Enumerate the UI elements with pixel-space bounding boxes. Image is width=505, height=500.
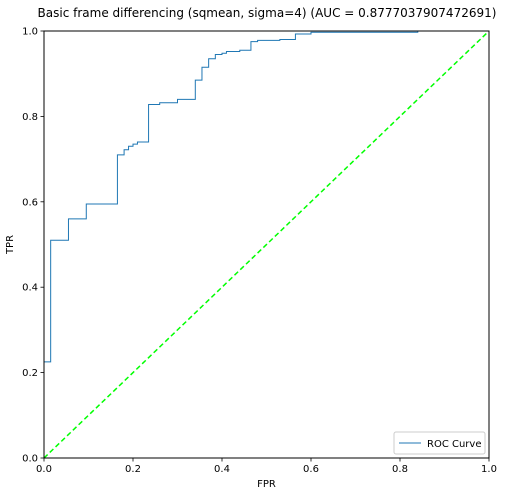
- x-axis-label: FPR: [257, 479, 276, 490]
- series-layer: [43, 30, 490, 459]
- x-tick-label: 0.6: [303, 464, 319, 475]
- x-tick-label: 0.4: [214, 464, 230, 475]
- series-line-roc-curve: [43, 30, 489, 458]
- y-tick-label: 0.2: [22, 368, 38, 379]
- y-tick-label: 0.8: [22, 112, 38, 123]
- legend-box: [393, 431, 486, 455]
- x-tick-label: 0.2: [125, 464, 141, 475]
- y-axis-label: TPR: [5, 235, 16, 255]
- y-tick-label: 0.4: [22, 283, 38, 294]
- legend: ROC Curve: [393, 431, 486, 455]
- chart-title: Basic frame differencing (sqmean, sigma=…: [38, 6, 497, 20]
- y-tick-label: 0.0: [22, 454, 38, 465]
- plot-frame: [43, 30, 490, 459]
- legend-label-roc-curve: ROC Curve: [427, 439, 481, 450]
- x-tick-label: 1.0: [481, 464, 497, 475]
- x-tick-label: 0.8: [392, 464, 408, 475]
- x-tick-label: 0.0: [36, 464, 52, 475]
- diagonal-reference-line: [43, 30, 490, 459]
- ticks-layer: 0.0 0.2 0.4 0.6 0.8 1.0 0.0 0.2 0.4 0.6 0.8 1.0: [22, 27, 497, 476]
- y-tick-label: 1.0: [22, 27, 38, 38]
- y-tick-label: 0.6: [22, 197, 38, 208]
